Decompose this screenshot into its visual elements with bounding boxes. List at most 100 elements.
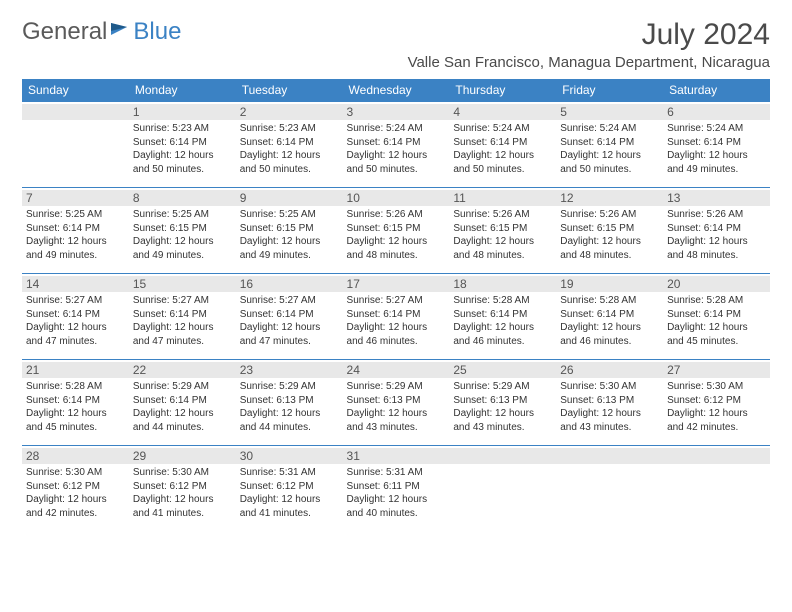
calendar-week-row: 14Sunrise: 5:27 AMSunset: 6:14 PMDayligh… bbox=[22, 274, 770, 360]
day-header-row: SundayMondayTuesdayWednesdayThursdayFrid… bbox=[22, 79, 770, 102]
header-right: July 2024 Valle San Francisco, Managua D… bbox=[408, 18, 770, 71]
logo: General Blue bbox=[22, 18, 181, 46]
logo-text-general: General bbox=[22, 18, 107, 46]
daylight-text: Daylight: 12 hours and 50 minutes. bbox=[240, 149, 339, 176]
sunset-text: Sunset: 6:15 PM bbox=[240, 222, 339, 236]
calendar-day-cell bbox=[663, 446, 770, 532]
day-number bbox=[663, 448, 770, 464]
sunrise-text: Sunrise: 5:28 AM bbox=[667, 294, 766, 308]
sunset-text: Sunset: 6:14 PM bbox=[453, 308, 552, 322]
calendar-day-cell: 18Sunrise: 5:28 AMSunset: 6:14 PMDayligh… bbox=[449, 274, 556, 360]
sunset-text: Sunset: 6:15 PM bbox=[347, 222, 446, 236]
calendar-day-cell: 11Sunrise: 5:26 AMSunset: 6:15 PMDayligh… bbox=[449, 188, 556, 274]
calendar-day-cell: 25Sunrise: 5:29 AMSunset: 6:13 PMDayligh… bbox=[449, 360, 556, 446]
calendar-day-cell: 22Sunrise: 5:29 AMSunset: 6:14 PMDayligh… bbox=[129, 360, 236, 446]
sunrise-text: Sunrise: 5:29 AM bbox=[453, 380, 552, 394]
calendar-day-cell: 10Sunrise: 5:26 AMSunset: 6:15 PMDayligh… bbox=[343, 188, 450, 274]
sunrise-text: Sunrise: 5:31 AM bbox=[347, 466, 446, 480]
calendar-day-cell: 2Sunrise: 5:23 AMSunset: 6:14 PMDaylight… bbox=[236, 102, 343, 188]
sunrise-text: Sunrise: 5:27 AM bbox=[26, 294, 125, 308]
sunrise-text: Sunrise: 5:24 AM bbox=[347, 122, 446, 136]
sunrise-text: Sunrise: 5:23 AM bbox=[133, 122, 232, 136]
day-number: 20 bbox=[663, 276, 770, 292]
calendar-day-cell: 28Sunrise: 5:30 AMSunset: 6:12 PMDayligh… bbox=[22, 446, 129, 532]
month-title: July 2024 bbox=[408, 18, 770, 52]
day-number: 12 bbox=[556, 190, 663, 206]
daylight-text: Daylight: 12 hours and 48 minutes. bbox=[347, 235, 446, 262]
sunrise-text: Sunrise: 5:29 AM bbox=[133, 380, 232, 394]
sunset-text: Sunset: 6:14 PM bbox=[240, 136, 339, 150]
daylight-text: Daylight: 12 hours and 45 minutes. bbox=[26, 407, 125, 434]
day-number: 23 bbox=[236, 362, 343, 378]
daylight-text: Daylight: 12 hours and 50 minutes. bbox=[347, 149, 446, 176]
sunrise-text: Sunrise: 5:25 AM bbox=[133, 208, 232, 222]
sunset-text: Sunset: 6:15 PM bbox=[133, 222, 232, 236]
day-number: 21 bbox=[22, 362, 129, 378]
day-number: 15 bbox=[129, 276, 236, 292]
sunrise-text: Sunrise: 5:26 AM bbox=[453, 208, 552, 222]
sunset-text: Sunset: 6:12 PM bbox=[26, 480, 125, 494]
day-number: 28 bbox=[22, 448, 129, 464]
calendar-day-cell: 3Sunrise: 5:24 AMSunset: 6:14 PMDaylight… bbox=[343, 102, 450, 188]
calendar-table: SundayMondayTuesdayWednesdayThursdayFrid… bbox=[22, 79, 770, 532]
sunrise-text: Sunrise: 5:26 AM bbox=[560, 208, 659, 222]
sunset-text: Sunset: 6:14 PM bbox=[560, 136, 659, 150]
calendar-day-cell: 24Sunrise: 5:29 AMSunset: 6:13 PMDayligh… bbox=[343, 360, 450, 446]
day-header: Thursday bbox=[449, 79, 556, 102]
sunrise-text: Sunrise: 5:25 AM bbox=[26, 208, 125, 222]
calendar-day-cell: 31Sunrise: 5:31 AMSunset: 6:11 PMDayligh… bbox=[343, 446, 450, 532]
calendar-week-row: 7Sunrise: 5:25 AMSunset: 6:14 PMDaylight… bbox=[22, 188, 770, 274]
calendar-week-row: 28Sunrise: 5:30 AMSunset: 6:12 PMDayligh… bbox=[22, 446, 770, 532]
day-number: 2 bbox=[236, 104, 343, 120]
day-number: 6 bbox=[663, 104, 770, 120]
sunrise-text: Sunrise: 5:24 AM bbox=[560, 122, 659, 136]
day-header: Tuesday bbox=[236, 79, 343, 102]
sunset-text: Sunset: 6:14 PM bbox=[560, 308, 659, 322]
calendar-day-cell: 6Sunrise: 5:24 AMSunset: 6:14 PMDaylight… bbox=[663, 102, 770, 188]
sunset-text: Sunset: 6:14 PM bbox=[133, 394, 232, 408]
daylight-text: Daylight: 12 hours and 49 minutes. bbox=[240, 235, 339, 262]
day-number: 3 bbox=[343, 104, 450, 120]
calendar-day-cell: 17Sunrise: 5:27 AMSunset: 6:14 PMDayligh… bbox=[343, 274, 450, 360]
sunrise-text: Sunrise: 5:28 AM bbox=[26, 380, 125, 394]
day-number: 14 bbox=[22, 276, 129, 292]
sunrise-text: Sunrise: 5:31 AM bbox=[240, 466, 339, 480]
day-header: Friday bbox=[556, 79, 663, 102]
sunset-text: Sunset: 6:15 PM bbox=[560, 222, 659, 236]
sunrise-text: Sunrise: 5:24 AM bbox=[667, 122, 766, 136]
daylight-text: Daylight: 12 hours and 47 minutes. bbox=[133, 321, 232, 348]
calendar-day-cell: 30Sunrise: 5:31 AMSunset: 6:12 PMDayligh… bbox=[236, 446, 343, 532]
sunset-text: Sunset: 6:12 PM bbox=[133, 480, 232, 494]
daylight-text: Daylight: 12 hours and 42 minutes. bbox=[26, 493, 125, 520]
day-number: 27 bbox=[663, 362, 770, 378]
sunset-text: Sunset: 6:13 PM bbox=[453, 394, 552, 408]
calendar-day-cell: 7Sunrise: 5:25 AMSunset: 6:14 PMDaylight… bbox=[22, 188, 129, 274]
calendar-day-cell: 19Sunrise: 5:28 AMSunset: 6:14 PMDayligh… bbox=[556, 274, 663, 360]
day-header: Saturday bbox=[663, 79, 770, 102]
calendar-day-cell: 23Sunrise: 5:29 AMSunset: 6:13 PMDayligh… bbox=[236, 360, 343, 446]
location-text: Valle San Francisco, Managua Department,… bbox=[408, 54, 770, 71]
day-number: 30 bbox=[236, 448, 343, 464]
calendar-body: 1Sunrise: 5:23 AMSunset: 6:14 PMDaylight… bbox=[22, 102, 770, 532]
sunset-text: Sunset: 6:14 PM bbox=[133, 136, 232, 150]
daylight-text: Daylight: 12 hours and 47 minutes. bbox=[240, 321, 339, 348]
day-number bbox=[22, 104, 129, 120]
logo-flag-icon bbox=[109, 21, 131, 44]
calendar-day-cell bbox=[449, 446, 556, 532]
daylight-text: Daylight: 12 hours and 50 minutes. bbox=[453, 149, 552, 176]
day-number: 29 bbox=[129, 448, 236, 464]
sunrise-text: Sunrise: 5:27 AM bbox=[133, 294, 232, 308]
calendar-day-cell bbox=[22, 102, 129, 188]
sunrise-text: Sunrise: 5:30 AM bbox=[133, 466, 232, 480]
sunrise-text: Sunrise: 5:27 AM bbox=[240, 294, 339, 308]
day-number: 5 bbox=[556, 104, 663, 120]
calendar-week-row: 1Sunrise: 5:23 AMSunset: 6:14 PMDaylight… bbox=[22, 102, 770, 188]
daylight-text: Daylight: 12 hours and 46 minutes. bbox=[560, 321, 659, 348]
sunrise-text: Sunrise: 5:30 AM bbox=[560, 380, 659, 394]
sunset-text: Sunset: 6:14 PM bbox=[240, 308, 339, 322]
daylight-text: Daylight: 12 hours and 46 minutes. bbox=[453, 321, 552, 348]
day-number: 24 bbox=[343, 362, 450, 378]
day-number: 10 bbox=[343, 190, 450, 206]
sunset-text: Sunset: 6:14 PM bbox=[347, 308, 446, 322]
daylight-text: Daylight: 12 hours and 41 minutes. bbox=[240, 493, 339, 520]
